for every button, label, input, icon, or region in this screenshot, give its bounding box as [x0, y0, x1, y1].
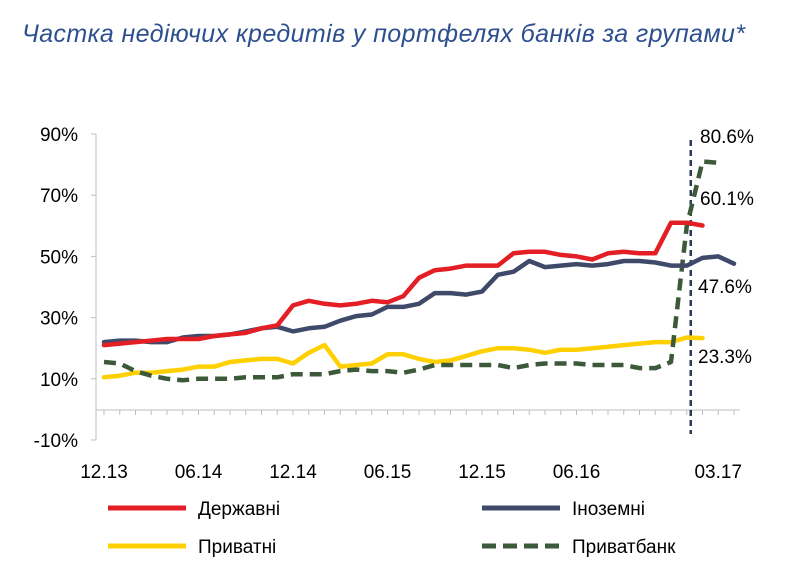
legend-label: Державні [198, 499, 280, 520]
value-annotations: 80.6% 60.1% 47.6% 23.3% [698, 127, 754, 368]
y-tick-label: 50% [40, 247, 78, 268]
y-tick-label: 90% [40, 125, 78, 146]
chart-legend: Державні Іноземні Приватні Приватбанк [108, 499, 676, 558]
series-line-3 [103, 159, 719, 383]
y-tick-label: 30% [40, 309, 78, 330]
series-line-1 [101, 254, 737, 345]
y-tick-label: 10% [40, 370, 78, 391]
x-tick-label: 06.14 [175, 462, 223, 483]
x-tick-label: 06.16 [553, 462, 601, 483]
y-tick-label: 70% [40, 186, 78, 207]
value-label: 80.6% [700, 127, 754, 148]
value-label: 60.1% [700, 189, 754, 210]
x-tick-label: 03.17 [694, 462, 742, 483]
series-line-2 [101, 335, 705, 380]
series-lines [101, 159, 737, 383]
x-tick-label: 12.14 [269, 462, 317, 483]
value-label: 47.6% [698, 277, 752, 298]
x-tick-label: 12.15 [458, 462, 506, 483]
legend-label: Приватбанк [572, 537, 676, 558]
x-tick-label: 12.13 [80, 462, 128, 483]
series-line-0 [101, 220, 705, 348]
legend-label: Приватні [198, 537, 276, 558]
x-tick-label: 06.15 [364, 462, 412, 483]
value-label: 23.3% [698, 347, 752, 368]
legend-label: Іноземні [572, 499, 645, 520]
chart-title: Частка недіючих кредитів у портфелях бан… [22, 20, 746, 48]
y-tick-label: -10% [34, 431, 78, 452]
chart-axes: 90% 70% 50% 30% 10% -10%12.13 06.14 12.14 06.15 1… [34, 125, 742, 483]
